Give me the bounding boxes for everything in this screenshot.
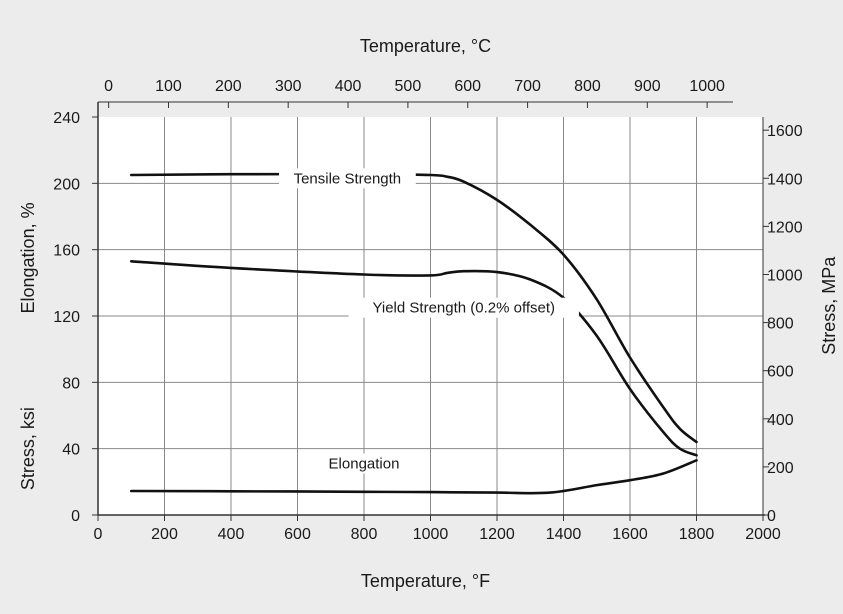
y-right-tick-label: 1000	[767, 267, 803, 284]
x-bottom-tick-label: 200	[151, 526, 178, 543]
x-bottom-tick-label: 1000	[413, 526, 449, 543]
x-bottom-tick-label: 1800	[679, 526, 715, 543]
x-top-tick-label: 800	[574, 78, 601, 95]
elongation-label-backdrop	[319, 453, 409, 474]
yield-strength-label-backdrop	[348, 297, 579, 318]
x-bottom-tick-label: 1400	[546, 526, 582, 543]
y-left-tick-label: 40	[62, 442, 80, 459]
x-top-tick-label: 400	[335, 78, 362, 95]
y-left-tick-label: 120	[53, 309, 80, 326]
x-top-tick-label: 500	[395, 78, 422, 95]
y-right-tick-label: 200	[767, 460, 794, 477]
x-bottom-tick-label: 600	[284, 526, 311, 543]
y-right-tick-label: 0	[767, 508, 776, 525]
yield-strength-label: Yield Strength (0.2% offset)	[372, 300, 555, 317]
y-left-tick-label: 200	[53, 176, 80, 193]
elongation-label: Elongation	[329, 456, 400, 473]
x-bottom-axis-title: Temperature, °F	[361, 571, 490, 591]
x-top-tick-label: 900	[634, 78, 661, 95]
x-bottom-tick-label: 800	[351, 526, 378, 543]
tensile-strength-label-backdrop	[278, 168, 416, 189]
y-left-tick-label: 160	[53, 243, 80, 260]
x-top-tick-label: 600	[454, 78, 481, 95]
elongation-line	[130, 459, 698, 495]
y-left-tick-label: 80	[62, 375, 80, 392]
yield-strength-line	[130, 260, 698, 457]
y-right-tick-label: 400	[767, 412, 794, 429]
x-top-axis-title: Temperature, °C	[360, 36, 491, 56]
x-bottom-tick-label: 1200	[479, 526, 515, 543]
y-left-inner-title: Elongation, %	[18, 202, 38, 313]
y-right-tick-label: 800	[767, 316, 794, 333]
x-top-tick-label: 1000	[689, 78, 725, 95]
y-left-tick-label: 0	[71, 508, 80, 525]
x-top-tick-label: 300	[275, 78, 302, 95]
y-right-tick-label: 1600	[767, 123, 803, 140]
y-left-tick-label: 240	[53, 110, 80, 127]
y-right-axis-title: Stress, MPa	[819, 256, 839, 355]
y-left-outer-title: Stress, ksi	[18, 407, 38, 490]
x-top-tick-label: 200	[215, 78, 242, 95]
x-top-tick-label: 700	[514, 78, 541, 95]
y-right-tick-label: 600	[767, 364, 794, 381]
x-bottom-tick-label: 2000	[745, 526, 781, 543]
x-top-tick-label: 100	[155, 78, 182, 95]
x-top-tick-label: 0	[104, 78, 113, 95]
y-right-tick-label: 1400	[767, 171, 803, 188]
x-bottom-tick-label: 400	[218, 526, 245, 543]
x-bottom-tick-label: 0	[94, 526, 103, 543]
x-bottom-tick-label: 1600	[612, 526, 648, 543]
tensile-strength-label: Tensile Strength	[294, 170, 402, 187]
y-right-tick-label: 1200	[767, 219, 803, 236]
